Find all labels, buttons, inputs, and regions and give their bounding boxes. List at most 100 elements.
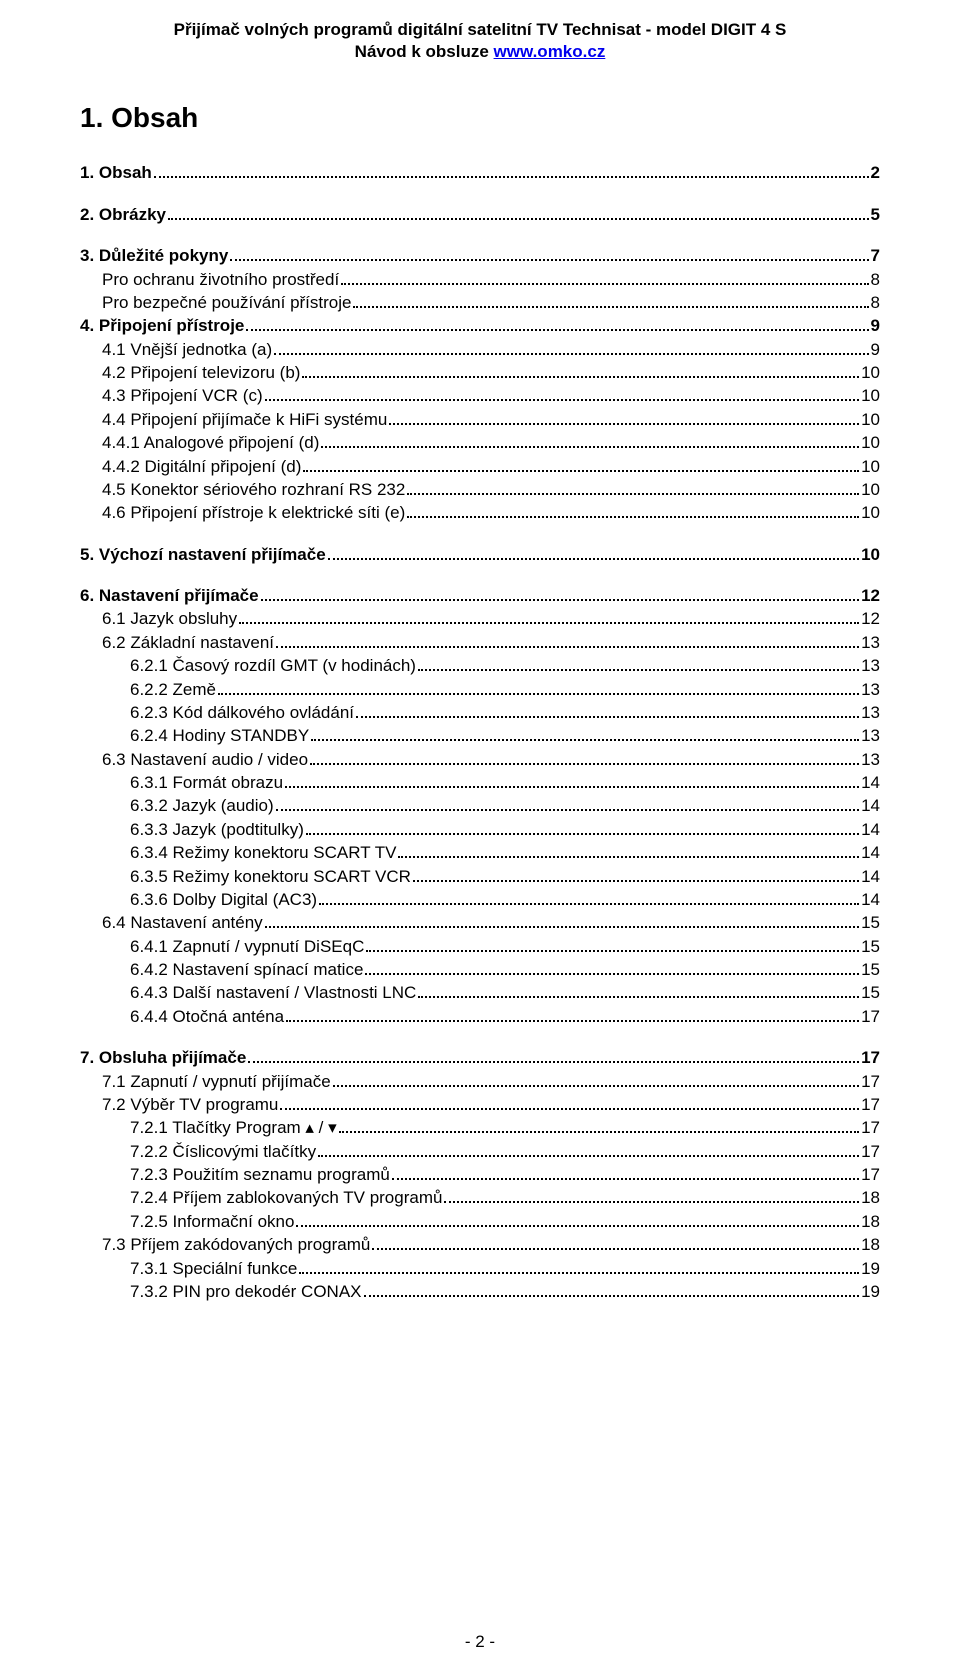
- toc-entry-page: 13: [861, 749, 880, 772]
- toc-entry-label: 3. Důležité pokyny: [80, 245, 228, 268]
- header-link[interactable]: www.omko.cz: [494, 42, 606, 61]
- toc-entry-page: 13: [861, 679, 880, 702]
- toc-entry: 6.3.1 Formát obrazu 14: [130, 772, 880, 795]
- header-prefix: Návod k obsluze: [355, 42, 494, 61]
- toc-entry: 6.3.5 Režimy konektoru SCART VCR14: [130, 865, 880, 888]
- toc-entry: 5. Výchozí nastavení přijímače10: [80, 543, 880, 566]
- toc-entry: 1. Obsah2: [80, 162, 880, 185]
- toc-leader-dots: [407, 502, 859, 518]
- toc-entry: 4.6 Připojení přístroje k elektrické sít…: [102, 502, 880, 525]
- toc-entry-page: 10: [861, 544, 880, 567]
- toc-entry-label: 7.2.2 Číslicovými tlačítky: [130, 1141, 316, 1164]
- toc-leader-dots: [339, 1117, 859, 1133]
- page-title: 1. Obsah: [80, 102, 880, 134]
- toc-entry-page: 18: [861, 1211, 880, 1234]
- toc-entry-page: 14: [861, 819, 880, 842]
- toc-leader-dots: [341, 268, 868, 284]
- toc-entry-label: 4.5 Konektor sériového rozhraní RS 232: [102, 479, 405, 502]
- toc-entry: 6.4 Nastavení antény15: [102, 912, 880, 935]
- toc-entry-page: 8: [871, 269, 880, 292]
- toc-entry: 4.5 Konektor sériového rozhraní RS 23210: [102, 479, 880, 502]
- toc-entry: 3. Důležité pokyny7: [80, 245, 880, 268]
- toc-entry-page: 17: [861, 1117, 880, 1140]
- toc-leader-dots: [299, 1257, 859, 1273]
- toc-entry-label: 4.2 Připojení televizoru (b): [102, 362, 300, 385]
- page-number: - 2 -: [0, 1632, 960, 1652]
- toc-entry: 6.2.2 Země13: [130, 678, 880, 701]
- toc-entry: 7.2.4 Příjem zablokovaných TV programů18: [130, 1187, 880, 1210]
- toc-entry-page: 13: [861, 725, 880, 748]
- toc-entry: 7.3 Příjem zakódovaných programů 18: [102, 1234, 880, 1257]
- toc-leader-dots: [276, 795, 859, 811]
- toc-entry: Pro ochranu životního prostředí8: [102, 268, 880, 291]
- toc-entry-page: 17: [861, 1071, 880, 1094]
- toc-leader-dots: [261, 585, 859, 601]
- toc-leader-dots: [366, 935, 859, 951]
- toc-entry-label: 2. Obrázky: [80, 204, 166, 227]
- toc-entry-page: 14: [861, 772, 880, 795]
- toc-entry-page: 10: [861, 432, 880, 455]
- toc-entry-page: 5: [871, 204, 880, 227]
- toc-leader-dots: [218, 678, 859, 694]
- toc-entry-label: 6.3.2 Jazyk (audio): [130, 795, 274, 818]
- toc-entry-page: 15: [861, 959, 880, 982]
- toc-entry: 7.2 Výběr TV programu17: [102, 1094, 880, 1117]
- toc-leader-dots: [318, 1140, 859, 1156]
- toc-leader-dots: [280, 1094, 859, 1110]
- toc-entry-page: 14: [861, 842, 880, 865]
- toc-entry: 7. Obsluha přijímače17: [80, 1047, 880, 1070]
- document-page: Přijímač volných programů digitální sate…: [0, 0, 960, 1670]
- toc-leader-dots: [265, 385, 859, 401]
- toc-entry: 6.2.1 Časový rozdíl GMT (v hodinách)13: [130, 655, 880, 678]
- toc-leader-dots: [306, 818, 859, 834]
- toc-entry-label: 6.4.1 Zapnutí / vypnutí DiSEqC: [130, 936, 364, 959]
- toc-entry-label: 6.3.1 Formát obrazu: [130, 772, 283, 795]
- toc-leader-dots: [319, 889, 859, 905]
- toc-leader-dots: [246, 315, 868, 331]
- toc-leader-dots: [353, 292, 868, 308]
- toc-entry: 6.4.3 Další nastavení / Vlastnosti LNC15: [130, 982, 880, 1005]
- toc-entry-label: 6.3.5 Režimy konektoru SCART VCR: [130, 866, 411, 889]
- toc-leader-dots: [311, 725, 859, 741]
- toc-entry: 7.3.1 Speciální funkce19: [130, 1257, 880, 1280]
- toc-entry: 7.1 Zapnutí / vypnutí přijímače17: [102, 1070, 880, 1093]
- toc-entry-label: 7.3.2 PIN pro dekodér CONAX: [130, 1281, 362, 1304]
- toc-entry: 7.2.1 Tlačítky Program ▴ / ▾17: [130, 1117, 880, 1140]
- toc-leader-dots: [407, 479, 859, 495]
- toc-entry-page: 13: [861, 702, 880, 725]
- toc-entry-label: 4.4 Připojení přijímače k HiFi systému: [102, 409, 387, 432]
- toc-leader-dots: [285, 772, 859, 788]
- toc-leader-dots: [286, 1005, 859, 1021]
- toc-entry-label: 4.6 Připojení přístroje k elektrické sít…: [102, 502, 405, 525]
- toc-entry-label: 6. Nastavení přijímače: [80, 585, 259, 608]
- toc-entry-label: 6.3.6 Dolby Digital (AC3): [130, 889, 317, 912]
- toc-entry-label: 7.3 Příjem zakódovaných programů: [102, 1234, 370, 1257]
- toc-entry-page: 13: [861, 632, 880, 655]
- toc-leader-dots: [265, 912, 859, 928]
- toc-entry: 6. Nastavení přijímače12: [80, 585, 880, 608]
- toc-leader-dots: [230, 245, 868, 261]
- toc-entry-page: 18: [861, 1234, 880, 1257]
- toc-leader-dots: [389, 408, 859, 424]
- document-header: Přijímač volných programů digitální sate…: [80, 20, 880, 62]
- toc-entry-page: 17: [861, 1047, 880, 1070]
- toc-entry-page: 10: [861, 502, 880, 525]
- toc-entry: 4.4 Připojení přijímače k HiFi systému 10: [102, 408, 880, 431]
- toc-entry: 6.3.2 Jazyk (audio)14: [130, 795, 880, 818]
- toc-entry: 7.2.5 Informační okno18: [130, 1210, 880, 1233]
- toc-entry: 6.4.2 Nastavení spínací matice15: [130, 959, 880, 982]
- toc-entry-label: 4. Připojení přístroje: [80, 315, 244, 338]
- toc-entry-label: 7.3.1 Speciální funkce: [130, 1258, 297, 1281]
- toc-entry: 4.3 Připojení VCR (c)10: [102, 385, 880, 408]
- toc-entry-page: 15: [861, 912, 880, 935]
- toc-entry-label: 6.2.3 Kód dálkového ovládání: [130, 702, 354, 725]
- toc-entry-label: 7.2 Výběr TV programu: [102, 1094, 278, 1117]
- toc-entry-page: 10: [861, 409, 880, 432]
- toc-entry-label: 7.2.3 Použitím seznamu programů: [130, 1164, 390, 1187]
- toc-entry-page: 13: [861, 655, 880, 678]
- toc-entry: 6.4.1 Zapnutí / vypnutí DiSEqC15: [130, 935, 880, 958]
- toc-entry: Pro bezpečné používání přístroje8: [102, 292, 880, 315]
- toc-leader-dots: [310, 748, 859, 764]
- toc-entry-page: 12: [861, 608, 880, 631]
- toc-entry-label: 6.1 Jazyk obsluhy: [102, 608, 237, 631]
